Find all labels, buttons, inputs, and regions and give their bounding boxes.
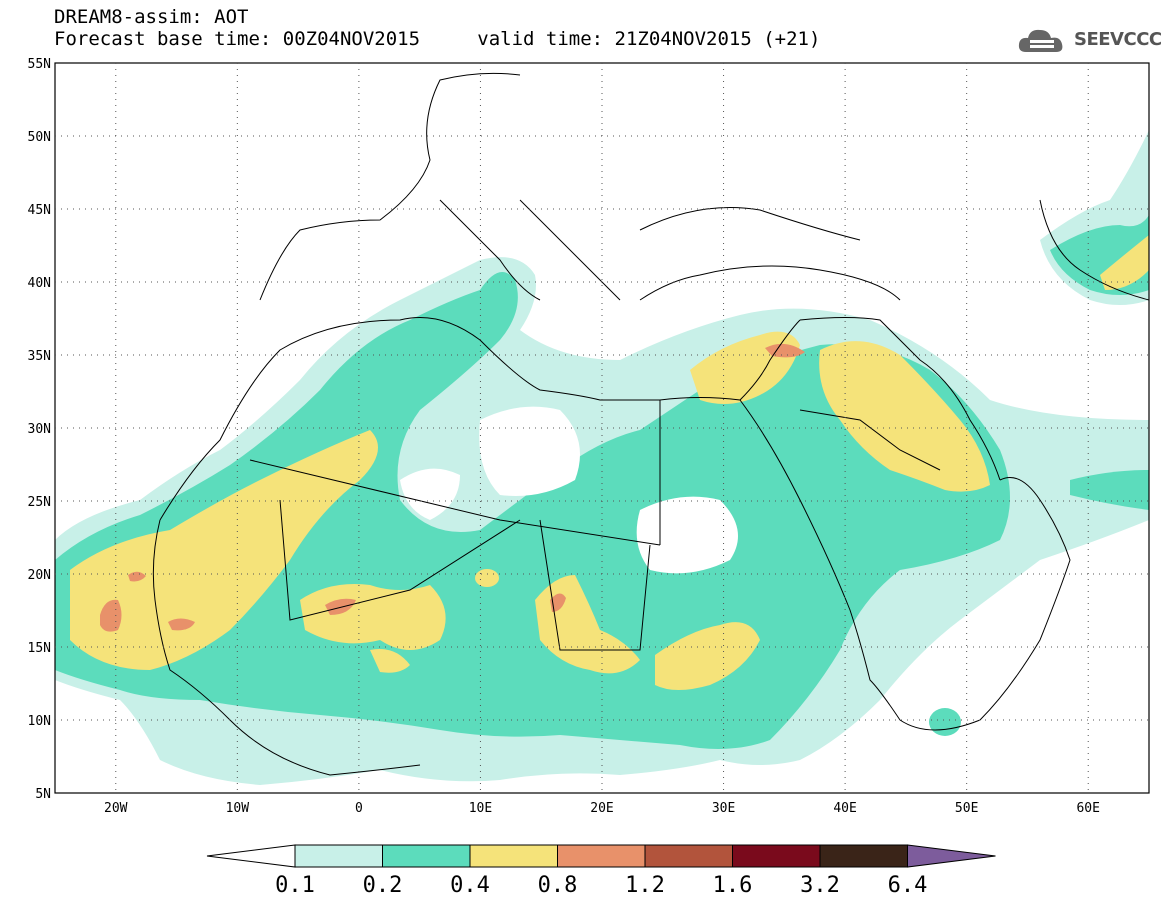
colorbar-segment <box>557 844 646 868</box>
time-info-line: Forecast base time: 00Z04NOV2015 valid t… <box>54 28 874 50</box>
seevccc-logo: SEEVCCC <box>1016 24 1162 58</box>
valid-time: valid time: 21Z04NOV2015 (+21) <box>477 28 821 50</box>
colorbar-segment <box>732 844 821 868</box>
forecast-base-time: Forecast base time: 00Z04NOV2015 <box>54 28 421 50</box>
lat-tick-label: 15N <box>28 641 51 656</box>
lat-tick-label: 35N <box>28 349 51 364</box>
lon-tick-label: 10E <box>469 801 492 816</box>
lon-tick-label: 20W <box>104 801 128 816</box>
cloud-icon <box>1018 29 1063 52</box>
colorbar-level-label: 1.2 <box>625 873 665 898</box>
lat-tick-label: 45N <box>28 203 51 218</box>
colorbar-segment <box>294 844 383 868</box>
colorbar-under-triangle <box>206 844 296 868</box>
lon-labels: 20W 10W 0 10E 20E 30E 40E 50E 60E <box>104 801 1100 816</box>
colorbar-over-triangle <box>907 844 996 868</box>
colorbar-segment <box>644 844 733 868</box>
lat-labels: 55N 50N 45N 40N 35N 30N 25N 20N 15N 10N 5N <box>28 57 51 802</box>
gridlines <box>55 63 1149 793</box>
lat-tick-label: 10N <box>28 714 51 729</box>
map-title: DREAM8-assim: AOT <box>54 6 249 28</box>
colorbar-level-label: 0.8 <box>538 873 578 898</box>
coastlines <box>152 72 1149 776</box>
lon-tick-label: 0 <box>355 801 363 816</box>
lon-tick-label: 30E <box>712 801 735 816</box>
lon-tick-label: 50E <box>955 801 978 816</box>
colorbar-segment <box>382 844 471 868</box>
lat-tick-label: 5N <box>35 787 51 802</box>
lon-tick-label: 60E <box>1076 801 1099 816</box>
map-header: DREAM8-assim: AOT Forecast base time: 00… <box>54 6 874 50</box>
lat-tick-label: 20N <box>28 568 51 583</box>
lat-tick-label: 50N <box>28 130 51 145</box>
colorbar-segment <box>819 844 908 868</box>
lat-tick-label: 30N <box>28 422 51 437</box>
colorbar-level-label: 0.4 <box>450 873 490 898</box>
lon-tick-label: 40E <box>833 801 856 816</box>
colorbar-level-label: 0.1 <box>275 873 315 898</box>
aot-fields <box>55 130 1149 786</box>
logo-text: SEEVCCC <box>1074 29 1162 50</box>
lat-tick-label: 55N <box>28 57 51 72</box>
colorbar: 0.1 0.2 0.4 0.8 1.2 1.6 3.2 6.4 <box>206 844 996 898</box>
colorbar-segment <box>469 844 558 868</box>
colorbar-level-label: 1.6 <box>713 873 753 898</box>
lon-tick-label: 10W <box>226 801 250 816</box>
colorbar-level-label: 3.2 <box>800 873 840 898</box>
colorbar-level-label: 6.4 <box>888 873 928 898</box>
lat-tick-label: 25N <box>28 495 51 510</box>
lat-tick-label: 40N <box>28 276 51 291</box>
colorbar-level-label: 0.2 <box>363 873 403 898</box>
lon-tick-label: 20E <box>590 801 613 816</box>
